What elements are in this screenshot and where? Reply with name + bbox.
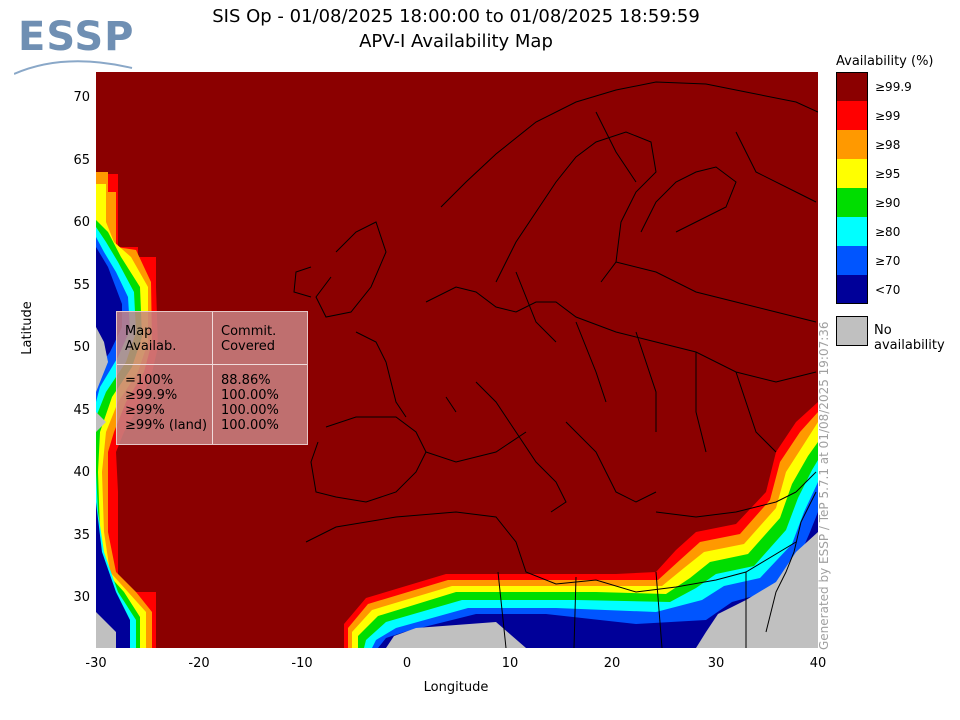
y-axis-label: Latitude bbox=[20, 301, 35, 355]
legend-label: ≥70 bbox=[875, 254, 901, 268]
legend-label: ≥99.9 bbox=[875, 80, 912, 94]
legend-swatch bbox=[836, 188, 868, 217]
stats-level: ≥99% bbox=[125, 403, 165, 418]
legend-swatch bbox=[836, 130, 868, 159]
y-tick: 70 bbox=[73, 90, 90, 105]
legend-label: ≥98 bbox=[875, 138, 901, 152]
stats-covered-value: 88.86% bbox=[221, 373, 271, 388]
no-availability-label: No availability bbox=[874, 323, 945, 353]
y-tick: 45 bbox=[73, 403, 90, 418]
x-tick: 20 bbox=[603, 656, 621, 671]
x-tick: 0 bbox=[402, 656, 412, 671]
x-tick: 40 bbox=[809, 656, 827, 671]
x-tick: -20 bbox=[188, 656, 210, 671]
stats-level: ≥99.9% bbox=[125, 388, 178, 403]
x-tick: -10 bbox=[291, 656, 313, 671]
y-tick: 65 bbox=[73, 153, 90, 168]
header-commit: Commit. bbox=[221, 324, 277, 339]
y-tick: 60 bbox=[73, 215, 90, 230]
stats-covered: 88.86% 100.00% 100.00% 100.00% bbox=[221, 373, 279, 433]
map-subtitle: APV-I Availability Map bbox=[359, 31, 553, 52]
legend-label: ≥80 bbox=[875, 225, 901, 239]
south-edge-bands bbox=[344, 402, 818, 648]
legend-swatch bbox=[836, 159, 868, 188]
header-availab: Availab. bbox=[125, 339, 177, 354]
legend-title: Availability (%) bbox=[836, 54, 934, 69]
legend-swatch bbox=[836, 101, 868, 130]
header-covered: Covered bbox=[221, 339, 276, 354]
y-tick: 40 bbox=[73, 465, 90, 480]
y-tick: 30 bbox=[73, 590, 90, 605]
no-availability-swatch bbox=[836, 316, 868, 346]
stats-level: ≥99% (land) bbox=[125, 418, 208, 433]
x-tick: 10 bbox=[501, 656, 519, 671]
logo-swoosh bbox=[14, 60, 133, 75]
stats-covered-value: 100.00% bbox=[221, 418, 279, 433]
essp-logo: ESSP bbox=[14, 14, 134, 80]
coverage-stats-box: Map Availab. Commit. Covered =100% ≥99.9… bbox=[116, 311, 308, 445]
header-map: Map bbox=[125, 324, 153, 339]
logo-text: ESSP bbox=[18, 14, 135, 60]
legend-label: ≥90 bbox=[875, 196, 901, 210]
legend-swatch bbox=[836, 275, 868, 304]
stats-col1-header: Map Availab. bbox=[125, 324, 176, 354]
stats-level: =100% bbox=[125, 373, 174, 388]
y-tick: 50 bbox=[73, 340, 90, 355]
y-tick: 35 bbox=[73, 528, 90, 543]
legend-label: ≥99 bbox=[875, 109, 901, 123]
generated-by-watermark: Generated by ESSP / TeP 5.7.1 at 01/08/2… bbox=[817, 321, 831, 650]
x-tick: -30 bbox=[85, 656, 107, 671]
x-axis-label: Longitude bbox=[423, 680, 489, 695]
coastlines bbox=[293, 81, 818, 648]
legend-label: <70 bbox=[875, 283, 901, 297]
y-tick: 55 bbox=[73, 278, 90, 293]
legend-swatch bbox=[836, 246, 868, 275]
stats-covered-value: 100.00% bbox=[221, 403, 279, 418]
legend-color-bar bbox=[836, 72, 868, 304]
legend-swatch bbox=[836, 72, 868, 101]
x-tick: 30 bbox=[707, 656, 725, 671]
legend-swatch bbox=[836, 217, 868, 246]
map-title: SIS Op - 01/08/2025 18:00:00 to 01/08/20… bbox=[212, 6, 700, 27]
stats-covered-value: 100.00% bbox=[221, 388, 279, 403]
stats-levels: =100% ≥99.9% ≥99% ≥99% (land) bbox=[125, 373, 207, 433]
availability-map bbox=[96, 72, 818, 648]
legend-label: ≥95 bbox=[875, 167, 901, 181]
stats-col2-header: Commit. Covered bbox=[221, 324, 276, 354]
